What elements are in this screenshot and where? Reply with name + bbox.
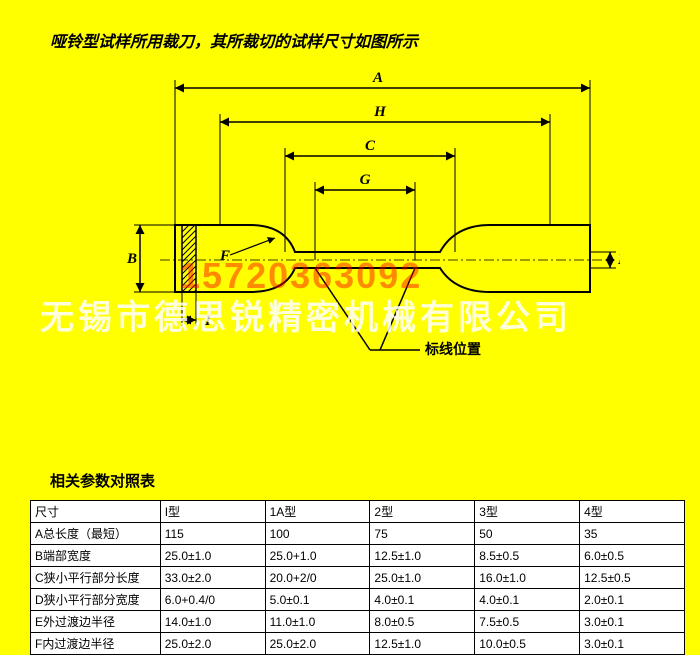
table-cell: 115 xyxy=(160,523,265,545)
table-cell: B端部宽度 xyxy=(31,545,161,567)
dumbbell-diagram: A H C G B D F I 标线位置 xyxy=(120,60,620,380)
table-row: C狭小平行部分长度33.0±2.020.0+2/025.0±1.016.0±1.… xyxy=(31,567,685,589)
table-cell: F内过渡边半径 xyxy=(31,633,161,655)
table-header: 4型 xyxy=(580,501,685,523)
dim-label-b: B xyxy=(126,251,137,267)
table-cell: E外过渡边半径 xyxy=(31,611,161,633)
dim-label-d: D xyxy=(617,252,620,268)
table-header: 尺寸 xyxy=(31,501,161,523)
table-cell: A总长度（最短） xyxy=(31,523,161,545)
table-title: 相关参数对照表 xyxy=(50,470,155,491)
table-row: A总长度（最短）115100755035 xyxy=(31,523,685,545)
table-cell: 50 xyxy=(475,523,580,545)
table-row: F内过渡边半径25.0±2.025.0±2.012.5±1.010.0±0.53… xyxy=(31,633,685,655)
table-cell: 2.0±0.1 xyxy=(580,589,685,611)
table-cell: 10.0±0.5 xyxy=(475,633,580,655)
table-cell: 12.5±1.0 xyxy=(370,633,475,655)
table-cell: 35 xyxy=(580,523,685,545)
dim-label-i: I xyxy=(204,313,212,329)
table-cell: 100 xyxy=(265,523,370,545)
header-text: 哑铃型试样所用裁刀，其所裁切的试样尺寸如图所示 xyxy=(50,28,418,52)
table-cell: 11.0±1.0 xyxy=(265,611,370,633)
parameter-table: 尺寸 I型 1A型 2型 3型 4型 A总长度（最短）115100755035B… xyxy=(30,500,685,655)
table-row: E外过渡边半径14.0±1.011.0±1.08.0±0.57.5±0.53.0… xyxy=(31,611,685,633)
table-cell: 3.0±0.1 xyxy=(580,633,685,655)
table-cell: 20.0+2/0 xyxy=(265,567,370,589)
table-cell: C狭小平行部分长度 xyxy=(31,567,161,589)
table-header: I型 xyxy=(160,501,265,523)
table-cell: 25.0+1.0 xyxy=(265,545,370,567)
table-cell: 4.0±0.1 xyxy=(370,589,475,611)
table-header: 3型 xyxy=(475,501,580,523)
table-cell: 16.0±1.0 xyxy=(475,567,580,589)
table-cell: 33.0±2.0 xyxy=(160,567,265,589)
table-cell: 5.0±0.1 xyxy=(265,589,370,611)
table-cell: 25.0±1.0 xyxy=(160,545,265,567)
table-cell: 6.0+0.4/0 xyxy=(160,589,265,611)
table-header: 2型 xyxy=(370,501,475,523)
table-header-row: 尺寸 I型 1A型 2型 3型 4型 xyxy=(31,501,685,523)
table-cell: 25.0±1.0 xyxy=(370,567,475,589)
table-cell: 4.0±0.1 xyxy=(475,589,580,611)
dim-label-f: F xyxy=(219,248,230,264)
table-cell: 12.5±1.0 xyxy=(370,545,475,567)
table-cell: 75 xyxy=(370,523,475,545)
table-cell: 14.0±1.0 xyxy=(160,611,265,633)
table-cell: 8.5±0.5 xyxy=(475,545,580,567)
table-cell: 7.5±0.5 xyxy=(475,611,580,633)
dim-label-g: G xyxy=(360,172,371,188)
table-cell: 8.0±0.5 xyxy=(370,611,475,633)
table-cell: 6.0±0.5 xyxy=(580,545,685,567)
table-row: B端部宽度25.0±1.025.0+1.012.5±1.08.5±0.56.0±… xyxy=(31,545,685,567)
table-cell: D狭小平行部分宽度 xyxy=(31,589,161,611)
dim-label-h: H xyxy=(373,104,387,120)
table-cell: 25.0±2.0 xyxy=(265,633,370,655)
table-header: 1A型 xyxy=(265,501,370,523)
marker-position-label: 标线位置 xyxy=(424,341,481,357)
dim-label-c: C xyxy=(365,138,376,154)
dim-label-a: A xyxy=(372,70,383,86)
table-row: D狭小平行部分宽度6.0+0.4/05.0±0.14.0±0.14.0±0.12… xyxy=(31,589,685,611)
table-cell: 3.0±0.1 xyxy=(580,611,685,633)
table-cell: 12.5±0.5 xyxy=(580,567,685,589)
table-cell: 25.0±2.0 xyxy=(160,633,265,655)
